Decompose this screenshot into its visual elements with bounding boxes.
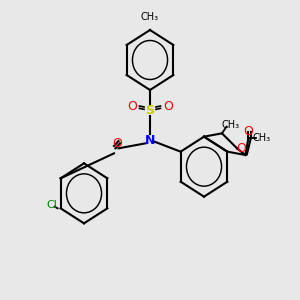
Text: CH₃: CH₃: [141, 12, 159, 22]
Text: Cl: Cl: [46, 200, 57, 210]
Text: N: N: [145, 134, 155, 146]
Text: CH₃: CH₃: [222, 120, 240, 130]
Text: O: O: [163, 100, 173, 113]
Text: CH₃: CH₃: [253, 133, 271, 143]
Text: O: O: [243, 125, 253, 138]
Text: O: O: [127, 100, 137, 113]
Text: S: S: [146, 103, 154, 116]
Text: O: O: [112, 137, 122, 150]
Text: O: O: [237, 142, 246, 155]
